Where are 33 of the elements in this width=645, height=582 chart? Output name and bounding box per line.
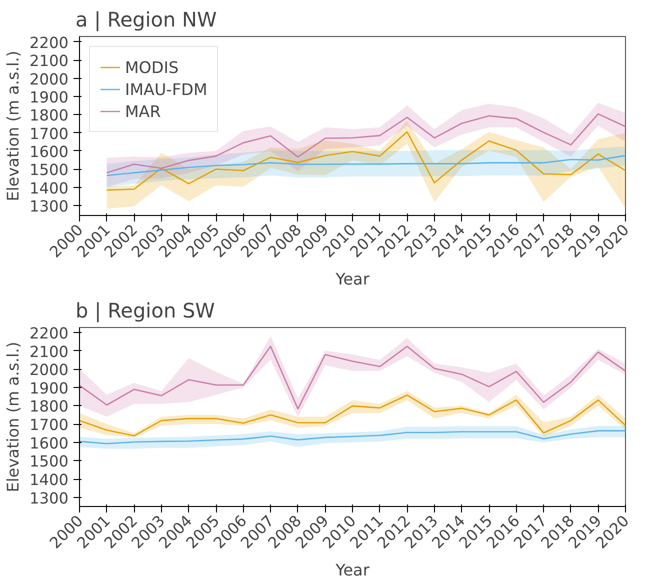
y-axis-title: Elevation (m a.s.l.) [3,50,22,202]
y-tick-label: 2200 [29,324,69,342]
y-tick-label: 1800 [29,106,69,125]
line-series [80,346,626,410]
chart-title: b | Region SW [76,298,216,322]
y-tick-label: 2100 [29,52,69,70]
y-tick-label: 1900 [29,379,69,398]
y-tick-label: 2200 [29,34,69,52]
y-tick-label: 1500 [29,161,69,180]
x-axis-title: Year [334,270,370,289]
line-series [80,430,626,444]
line-series [106,131,626,191]
y-tick-label: 2000 [29,361,69,380]
y-axis-title: Elevation (m a.s.l.) [3,342,22,492]
y-tick-label: 1600 [29,142,69,161]
y-tick-label: 1500 [29,452,69,471]
y-tick-label: 1400 [29,179,69,198]
chart-title: a | Region NW [76,8,217,32]
y-tick-label: 2000 [29,70,69,88]
legend-label: IMAU-FDM [125,80,208,98]
y-tick-label: 1700 [29,124,69,143]
y-tick-label: 1800 [29,398,69,416]
legend-label: MAR [125,102,161,120]
y-tick-label: 2100 [29,342,69,361]
y-tick-label: 1700 [29,416,69,434]
y-tick-label: 1600 [29,434,69,452]
y-tick-label: 1400 [29,471,69,490]
x-axis-title: Year [334,560,370,580]
y-tick-label: 1300 [29,198,69,216]
y-tick-label: 1900 [29,88,69,106]
legend-label: MODIS [125,58,179,76]
y-tick-label: 1300 [29,489,69,508]
line-series [106,154,626,176]
